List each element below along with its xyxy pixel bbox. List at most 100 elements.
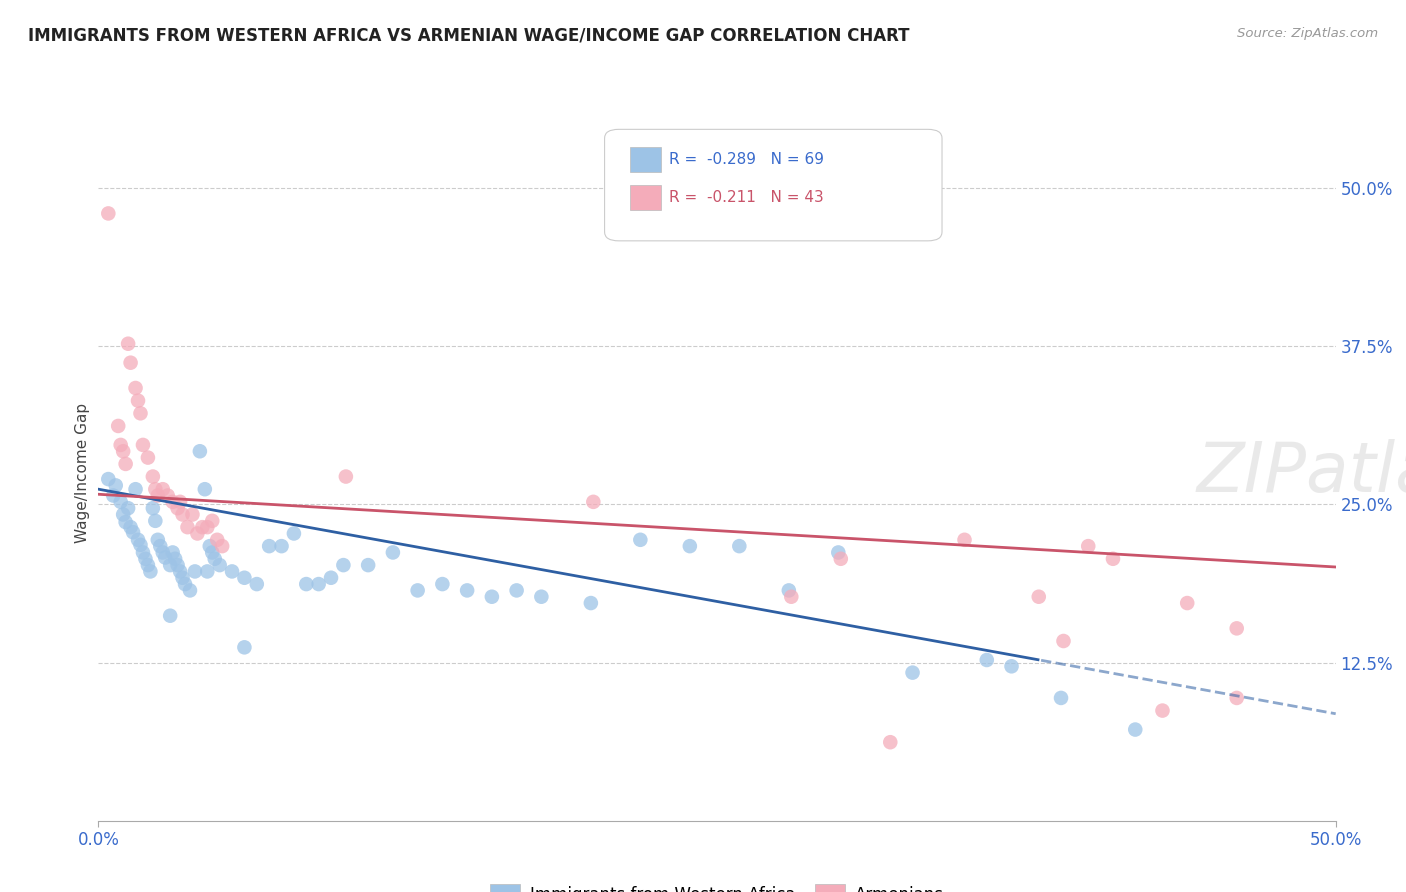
Point xyxy=(152,482,174,496)
Point xyxy=(257,539,280,553)
Point xyxy=(679,539,702,553)
Point xyxy=(195,565,218,579)
Point xyxy=(1052,634,1074,648)
Point xyxy=(201,514,224,528)
Point xyxy=(1123,723,1146,737)
Point xyxy=(246,577,269,591)
Point xyxy=(1226,621,1249,635)
Point xyxy=(188,444,211,458)
Text: R =  -0.211   N = 43: R = -0.211 N = 43 xyxy=(669,190,824,204)
Point xyxy=(97,206,120,220)
Point xyxy=(181,508,204,522)
Point xyxy=(117,501,139,516)
Point xyxy=(830,551,852,566)
Point xyxy=(166,558,188,573)
Point xyxy=(146,489,169,503)
Point xyxy=(169,495,191,509)
Point xyxy=(97,472,120,486)
Point xyxy=(149,539,172,553)
Point xyxy=(142,469,165,483)
Point xyxy=(155,550,177,565)
Point xyxy=(127,533,149,547)
Point xyxy=(778,583,800,598)
Point xyxy=(1175,596,1198,610)
Point xyxy=(136,558,159,573)
Point xyxy=(195,520,218,534)
Y-axis label: Wage/Income Gap: Wage/Income Gap xyxy=(75,402,90,543)
Point xyxy=(120,520,142,534)
Point xyxy=(827,545,849,559)
Point xyxy=(139,565,162,579)
Point xyxy=(1000,659,1022,673)
Point xyxy=(165,551,187,566)
Point xyxy=(198,539,221,553)
Point xyxy=(879,735,901,749)
Point xyxy=(295,577,318,591)
Point xyxy=(1226,690,1249,705)
Point xyxy=(335,469,357,483)
Point xyxy=(103,489,125,503)
Point xyxy=(162,545,184,559)
Point xyxy=(129,406,152,420)
Point xyxy=(114,515,136,529)
Point xyxy=(174,577,197,591)
Point xyxy=(976,653,998,667)
Point xyxy=(159,558,181,573)
Point xyxy=(124,381,146,395)
Point xyxy=(104,478,127,492)
Point xyxy=(1102,551,1125,566)
Point xyxy=(166,501,188,516)
Point xyxy=(233,571,256,585)
Point xyxy=(1077,539,1099,553)
Point xyxy=(127,393,149,408)
Point xyxy=(143,514,166,528)
Point xyxy=(176,520,198,534)
Point xyxy=(357,558,380,573)
Point xyxy=(208,558,231,573)
Point xyxy=(381,545,404,559)
Point xyxy=(191,520,214,534)
Point xyxy=(628,533,651,547)
Point xyxy=(112,444,135,458)
Point xyxy=(1050,690,1073,705)
Text: R =  -0.289   N = 69: R = -0.289 N = 69 xyxy=(669,153,824,167)
Point xyxy=(233,640,256,655)
Point xyxy=(481,590,503,604)
Point xyxy=(136,450,159,465)
Point xyxy=(110,438,132,452)
Legend: Immigrants from Western Africa, Armenians: Immigrants from Western Africa, Armenian… xyxy=(484,878,950,892)
Point xyxy=(211,539,233,553)
Point xyxy=(114,457,136,471)
Point xyxy=(319,571,342,585)
Point xyxy=(107,419,129,434)
Point xyxy=(186,526,208,541)
Point xyxy=(117,336,139,351)
Point xyxy=(169,565,191,579)
Point xyxy=(332,558,354,573)
Point xyxy=(432,577,454,591)
Point xyxy=(124,482,146,496)
Point xyxy=(283,526,305,541)
Point xyxy=(112,508,135,522)
Point xyxy=(308,577,330,591)
Point xyxy=(110,495,132,509)
Point xyxy=(179,583,201,598)
Point xyxy=(129,538,152,552)
Point xyxy=(406,583,429,598)
Point xyxy=(582,495,605,509)
Point xyxy=(221,565,243,579)
Text: IMMIGRANTS FROM WESTERN AFRICA VS ARMENIAN WAGE/INCOME GAP CORRELATION CHART: IMMIGRANTS FROM WESTERN AFRICA VS ARMENI… xyxy=(28,27,910,45)
Point xyxy=(132,545,155,559)
Point xyxy=(201,545,224,559)
Text: ZIPatlas: ZIPatlas xyxy=(1197,439,1406,507)
Point xyxy=(456,583,478,598)
Point xyxy=(142,501,165,516)
Point xyxy=(780,590,803,604)
Point xyxy=(132,438,155,452)
Point xyxy=(184,565,207,579)
Point xyxy=(901,665,924,680)
Point xyxy=(122,525,145,540)
Point xyxy=(204,551,226,566)
Point xyxy=(205,533,228,547)
Point xyxy=(1152,704,1174,718)
